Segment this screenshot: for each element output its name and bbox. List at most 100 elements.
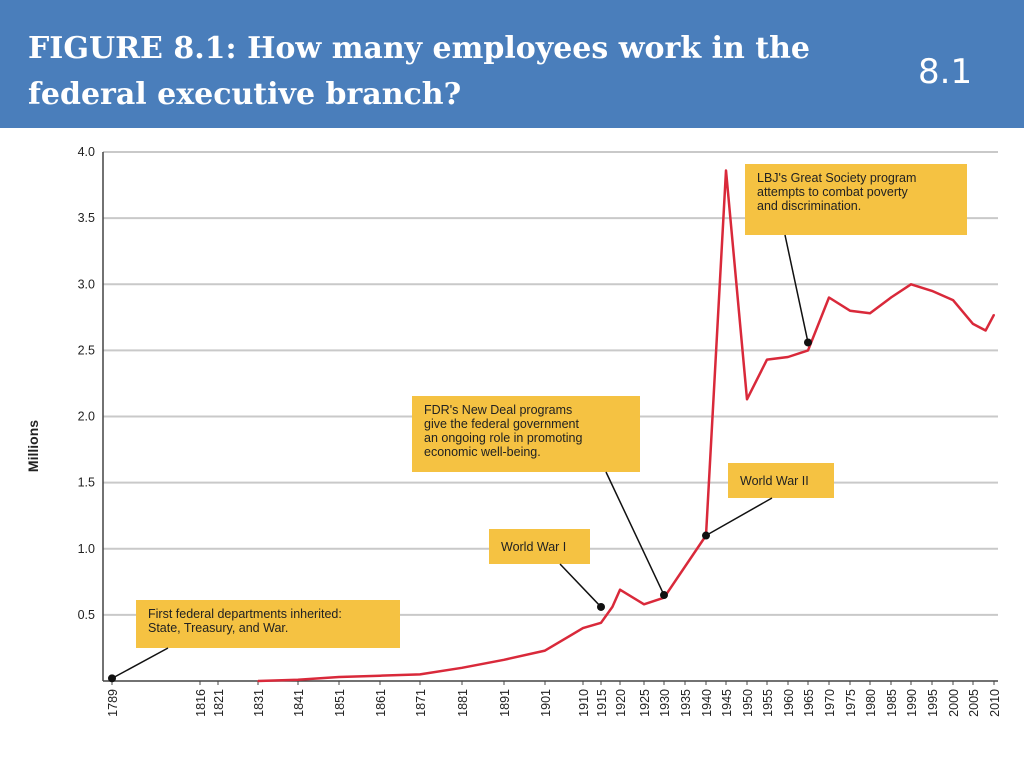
data-point-1970 [828, 296, 830, 299]
x-tick-label-1920: 1920 [614, 689, 628, 717]
x-tick-label-2000: 2000 [947, 689, 961, 717]
data-point-1920 [619, 588, 621, 591]
x-tick-label-1871: 1871 [414, 689, 428, 717]
callout-box-4 [136, 600, 400, 648]
x-tick-label-1945: 1945 [720, 689, 734, 717]
data-point-1945 [725, 169, 727, 172]
callout-box-0 [745, 164, 967, 235]
x-tick-label-1930: 1930 [658, 689, 672, 717]
data-point-1831 [257, 680, 259, 682]
x-tick-label-1891: 1891 [498, 689, 512, 717]
data-point-1918 [611, 606, 614, 608]
data-point-1965 [807, 349, 809, 352]
data-point-1901 [544, 649, 546, 652]
x-tick-label-1821: 1821 [212, 689, 226, 717]
data-point-1960 [787, 356, 789, 358]
x-tick-label-1960: 1960 [782, 689, 796, 717]
y-axis-label: Millions [25, 420, 41, 472]
x-tick-label-1980: 1980 [864, 689, 878, 717]
callout-box-3 [489, 529, 590, 564]
x-tick-label-1901: 1901 [539, 689, 553, 717]
data-point-1975 [849, 309, 851, 312]
y-tick-label-3.5: 3.5 [78, 211, 95, 225]
callout-text-1-3: economic well-being. [424, 445, 541, 459]
data-point-1861 [379, 674, 381, 677]
x-tick-label-1950: 1950 [741, 689, 755, 717]
callout-leader-3 [559, 563, 602, 608]
x-tick-label-1915: 1915 [595, 689, 609, 717]
y-tick-label-0.5: 0.5 [78, 608, 95, 622]
data-point-1955 [766, 358, 768, 361]
slide-number: 8.1 [918, 52, 973, 92]
callout-leader-0 [784, 234, 809, 343]
x-tick-label-1940: 1940 [700, 689, 714, 717]
y-tick-label-2.0: 2.0 [78, 410, 95, 424]
data-point-2008 [984, 329, 987, 332]
callout-text-0-1: attempts to combat poverty [757, 185, 909, 199]
callout-2: World War II [702, 463, 834, 540]
data-point-1950 [746, 398, 748, 401]
slide-title: FIGURE 8.1: How many employees work in t… [28, 31, 810, 112]
callout-text-3-0: World War I [501, 540, 566, 554]
data-point-1910 [582, 627, 584, 629]
data-point-2000 [952, 299, 954, 301]
callout-point-1 [660, 591, 668, 600]
callout-point-4 [108, 674, 116, 683]
data-point-1925 [643, 603, 645, 606]
x-tick-label-1925: 1925 [638, 689, 652, 717]
data-point-1985 [890, 296, 892, 299]
x-tick-labels: 1789 1816 1821 1831 1841 1851 1861 1871 1881 1891… [106, 681, 1002, 717]
x-tick-label-1841: 1841 [292, 689, 306, 717]
data-point-1995 [931, 290, 933, 292]
x-tick-label-1881: 1881 [456, 689, 470, 717]
y-tick-label-1.5: 1.5 [78, 476, 95, 490]
callout-leader-2 [705, 497, 773, 537]
data-point-2005 [972, 323, 974, 325]
callout-text-1-2: an ongoing role in promoting [424, 431, 582, 445]
callout-point-0 [804, 338, 812, 347]
x-tick-label-1985: 1985 [885, 689, 899, 717]
data-point-1881 [461, 666, 463, 669]
callout-text-4-0: First federal departments inherited: [148, 607, 342, 621]
x-tick-label-2005: 2005 [967, 689, 981, 717]
x-tick-label-1955: 1955 [761, 689, 775, 717]
x-tick-label-1831: 1831 [252, 689, 266, 717]
data-point-1851 [338, 676, 340, 678]
x-tick-label-1851: 1851 [333, 689, 347, 717]
x-tick-label-1816: 1816 [194, 689, 208, 717]
callout-text-0-2: and discrimination. [757, 199, 861, 213]
x-tick-label-1935: 1935 [679, 689, 693, 717]
data-point-1841 [297, 678, 299, 681]
x-tick-label-2010: 2010 [988, 689, 1002, 717]
data-point-1915 [600, 622, 602, 624]
y-tick-label-1.0: 1.0 [78, 542, 95, 556]
x-tick-label-1995: 1995 [926, 689, 940, 717]
x-tick-label-1861: 1861 [374, 689, 388, 717]
x-tick-label-1789: 1789 [106, 689, 120, 717]
callout-text-1-1: give the federal government [424, 417, 579, 431]
data-point-1891 [503, 659, 505, 661]
callout-box-2 [728, 463, 834, 498]
y-tick-label-4.0: 4.0 [78, 145, 95, 159]
slide-header: FIGURE 8.1: How many employees work in t… [0, 0, 1024, 128]
x-tick-label-1965: 1965 [802, 689, 816, 717]
callout-point-3 [597, 602, 605, 611]
series-line-0 [257, 169, 996, 683]
callout-text-4-1: State, Treasury, and War. [148, 621, 288, 635]
data-point-1980 [869, 312, 871, 315]
x-tick-label-1975: 1975 [844, 689, 858, 717]
x-tick-label-1910: 1910 [577, 689, 591, 717]
callout-text-0-0: LBJ's Great Society program [757, 171, 916, 185]
series-group [257, 169, 996, 683]
data-point-1990 [910, 283, 912, 286]
data-point-2010 [993, 313, 995, 316]
callout-3: World War I [489, 529, 605, 611]
callout-leader-1 [605, 471, 665, 596]
callout-point-2 [702, 531, 710, 540]
x-tick-label-1970: 1970 [823, 689, 837, 717]
employment-line-chart: 4.0 3.5 3.0 2.5 2.0 1.5 1.0 0.5 1789 1816 1821 183… [25, 145, 1002, 717]
y-tick-label-3.0: 3.0 [78, 277, 95, 291]
